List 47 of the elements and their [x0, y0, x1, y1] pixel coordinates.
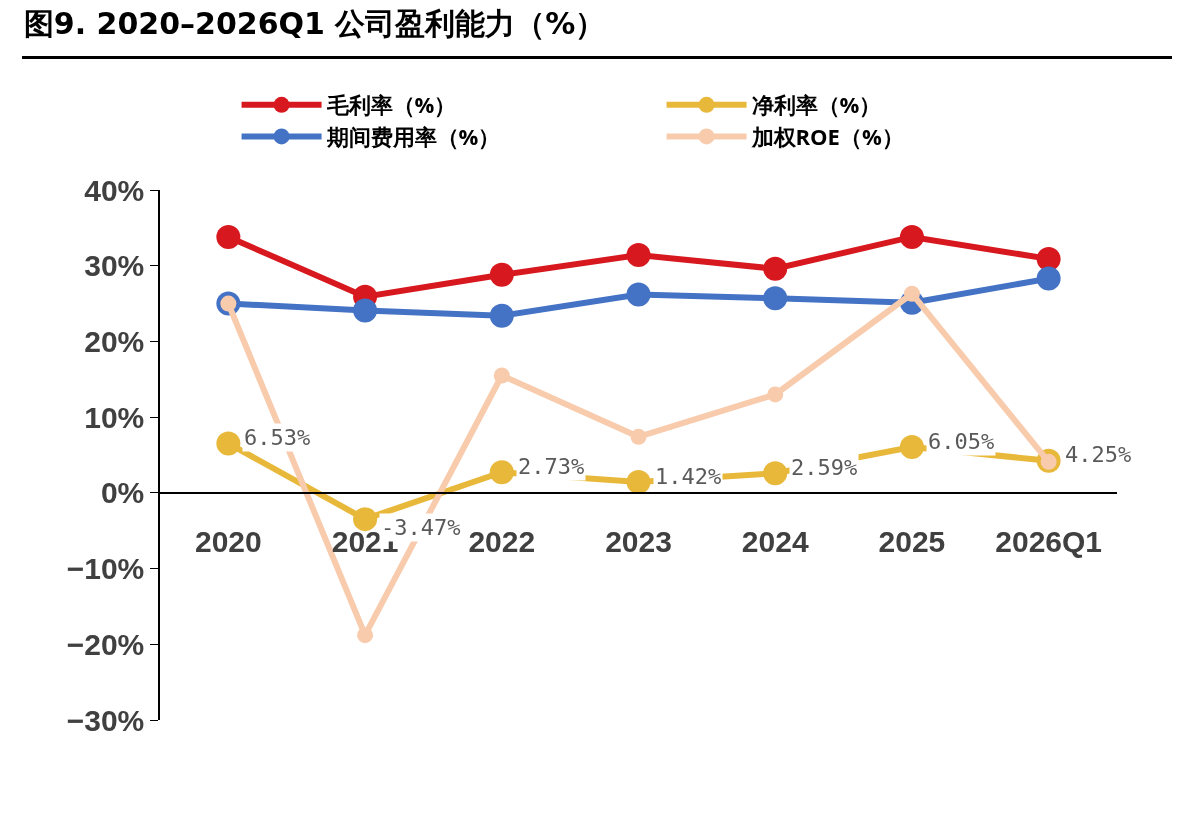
point [357, 627, 374, 644]
legend-label: 毛利率（%） [325, 89, 457, 120]
x-tick-label: 2023 [605, 524, 672, 558]
legend-label: 期间费用率（%） [325, 120, 501, 151]
data-label: 2.59% [791, 455, 858, 480]
point [899, 224, 924, 249]
data-label: 6.05% [928, 429, 995, 454]
point [763, 286, 788, 311]
y-tick-label: 0% [100, 476, 145, 510]
point [903, 285, 920, 302]
point [626, 243, 651, 268]
x-tick-label: 2020 [194, 524, 262, 558]
y-tick-label: 40% [84, 173, 145, 207]
data-label: 6.53% [244, 425, 311, 450]
point [216, 431, 241, 456]
x-tick-label: 2024 [741, 524, 809, 558]
data-label: 1.42% [655, 464, 722, 489]
point [630, 428, 647, 445]
point [626, 282, 651, 307]
point [353, 298, 378, 323]
data-label: 4.25% [1065, 442, 1132, 467]
point [1036, 266, 1061, 291]
x-tick-label: 2022 [468, 524, 536, 558]
legend-label: 净利率（%） [751, 89, 882, 120]
point [493, 367, 510, 384]
data-label: 2.73% [518, 454, 585, 479]
y-tick-label: 10% [84, 400, 145, 434]
x-tick-label: 2025 [878, 524, 946, 558]
y-tick-label: −10% [66, 552, 145, 586]
point [899, 435, 924, 460]
y-tick-label: −20% [66, 627, 145, 661]
point [489, 460, 514, 485]
point [763, 461, 788, 486]
point [763, 256, 788, 281]
chart-title: 图9. 2020–2026Q1 公司盈利能力（%） [23, 5, 606, 41]
y-tick-label: 30% [84, 249, 145, 283]
point [1036, 246, 1061, 271]
x-tick-label: 2026Q1 [995, 524, 1103, 558]
point [767, 386, 784, 403]
point [216, 224, 241, 249]
legend-label: 加权ROE（%） [750, 120, 904, 151]
point [626, 470, 651, 495]
point [489, 262, 514, 287]
y-tick-label: −30% [66, 703, 145, 737]
point [353, 507, 378, 532]
point [489, 303, 514, 328]
y-tick-label: 20% [84, 324, 145, 358]
